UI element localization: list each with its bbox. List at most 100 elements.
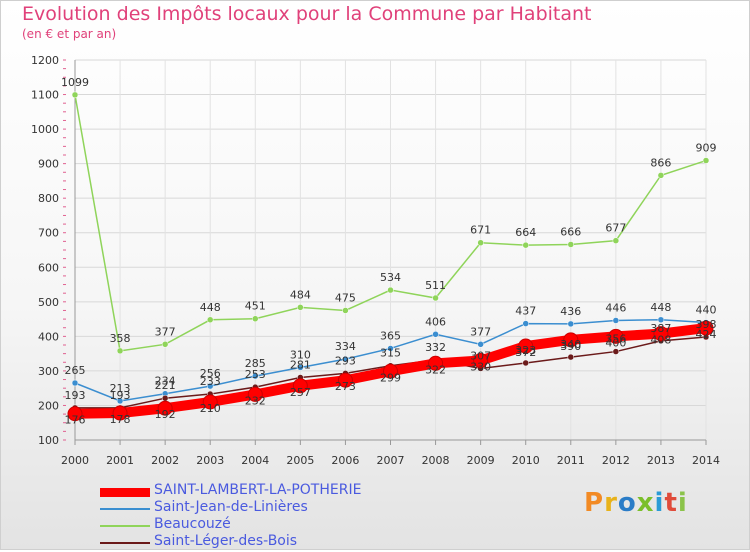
data-point	[202, 394, 218, 410]
data-point	[252, 372, 259, 380]
y-tick-label: 800	[38, 192, 59, 205]
data-label: 424	[696, 328, 717, 341]
legend-label: SAINT-LAMBERT-LA-POTHERIE	[154, 482, 362, 498]
data-label: 193	[110, 389, 131, 402]
data-label: 273	[335, 380, 356, 393]
legend-swatch	[100, 525, 150, 527]
legend-swatch	[100, 542, 150, 544]
data-label: 257	[290, 386, 311, 399]
legend-label: Beaucouzé	[154, 516, 231, 532]
x-tick-label: 2013	[647, 454, 675, 467]
data-point	[387, 286, 394, 294]
data-point	[71, 91, 79, 99]
data-point	[608, 328, 624, 344]
x-tick-label: 2003	[196, 454, 224, 467]
data-point	[563, 332, 579, 348]
data-label: 192	[155, 408, 176, 421]
data-label: 534	[380, 271, 401, 284]
data-label: 866	[650, 156, 671, 169]
data-point	[116, 397, 124, 405]
data-point	[116, 347, 124, 355]
data-point	[112, 405, 128, 421]
data-label: 356	[605, 333, 626, 346]
data-label: 671	[470, 224, 491, 237]
data-point	[522, 320, 529, 327]
x-tick-label: 2004	[241, 454, 269, 467]
data-label: 677	[605, 222, 626, 235]
data-point	[297, 364, 304, 371]
x-tick-label: 2001	[106, 454, 134, 467]
data-label: 334	[335, 340, 356, 353]
data-label: 265	[65, 364, 86, 377]
x-tick-label: 2007	[377, 454, 405, 467]
data-point	[657, 172, 665, 179]
x-tick-label: 2008	[422, 454, 450, 467]
y-tick-label: 300	[38, 365, 59, 378]
data-label: 387	[650, 322, 671, 335]
logo-letter: o	[617, 488, 637, 518]
logo-letter: r	[604, 488, 618, 518]
data-point	[387, 345, 394, 352]
data-point	[612, 348, 620, 355]
data-label: 323	[515, 344, 536, 357]
logo-letter: P	[584, 488, 605, 518]
data-label: 1099	[61, 76, 89, 89]
data-point	[518, 338, 534, 354]
data-point	[383, 363, 398, 379]
x-tick-label: 2010	[512, 454, 540, 467]
data-label: 390	[560, 340, 581, 353]
logo-letter: t	[664, 488, 678, 518]
data-point	[157, 400, 173, 416]
data-label: 909	[696, 142, 717, 155]
data-label: 233	[200, 375, 221, 388]
x-tick-label: 2012	[602, 454, 630, 467]
data-label: 221	[155, 379, 176, 392]
data-point	[161, 394, 169, 402]
y-tick-label: 200	[38, 399, 59, 412]
x-tick-label: 2002	[151, 454, 179, 467]
data-point	[206, 316, 214, 324]
legend-label: Saint-Léger-des-Bois	[154, 533, 298, 549]
data-label: 484	[290, 288, 311, 301]
y-tick-label: 900	[38, 158, 59, 171]
data-label: 232	[245, 394, 266, 407]
logo-letter: i	[654, 488, 665, 518]
data-label: 253	[245, 368, 266, 381]
data-label: 377	[470, 325, 491, 338]
data-point	[567, 241, 575, 248]
data-point	[297, 304, 304, 311]
data-label: 299	[380, 371, 401, 384]
legend-swatch	[100, 508, 150, 510]
data-label: 332	[425, 341, 446, 354]
y-tick-label: 1200	[31, 54, 59, 67]
line-chart: 100 200 300 400 500 600 700 800 900 1000 1100 1200 2…	[31, 54, 720, 467]
data-point	[337, 372, 353, 388]
x-tick-label: 2014	[692, 454, 720, 467]
y-tick-label: 500	[38, 296, 59, 309]
y-tick-label: 600	[38, 261, 59, 274]
data-point	[428, 355, 444, 371]
data-label: 213	[110, 382, 131, 395]
data-label: 210	[200, 402, 221, 415]
data-point	[698, 320, 714, 336]
x-tick-label: 2011	[557, 454, 585, 467]
data-label: 281	[290, 358, 311, 371]
data-point	[247, 386, 263, 402]
legend-swatch	[100, 487, 150, 497]
legend-label: Saint-Jean-de-Linières	[154, 499, 308, 515]
data-point	[67, 406, 83, 422]
y-tick-label: 100	[38, 434, 59, 447]
data-point	[612, 317, 620, 324]
data-point	[477, 239, 484, 246]
x-tick-label: 2009	[467, 454, 495, 467]
logo-letter: x	[636, 488, 655, 518]
y-tick-label: 400	[38, 330, 59, 343]
data-label: 176	[65, 414, 86, 427]
data-label: 330	[470, 361, 491, 374]
data-label: 372	[515, 346, 536, 359]
data-point	[473, 353, 489, 369]
data-point	[71, 379, 79, 387]
data-label: 307	[470, 349, 491, 362]
y-tick-label: 1100	[31, 89, 59, 102]
